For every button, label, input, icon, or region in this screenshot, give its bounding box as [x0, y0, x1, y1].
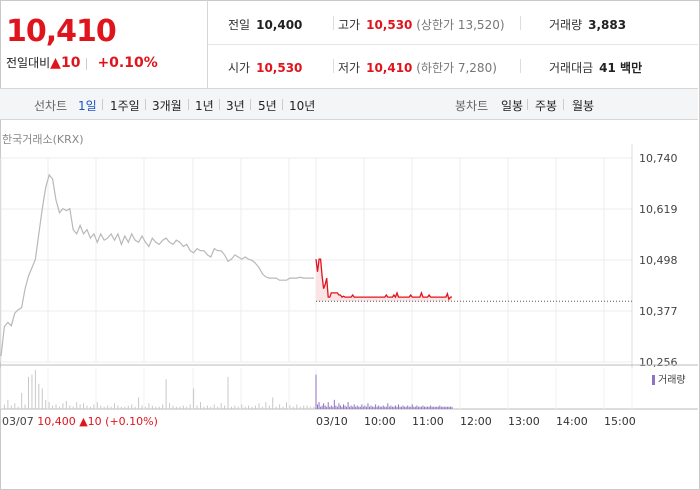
tab-1year[interactable]: 1년	[195, 99, 214, 113]
y-tick-label: 10,498	[639, 254, 678, 267]
change-percent: +0.10%	[97, 55, 158, 71]
divider	[145, 99, 146, 110]
y-tick-label: 10,619	[639, 203, 678, 216]
prev-day-summary: 03/07 10,400 ▲10 (+0.10%)	[2, 415, 158, 428]
divider	[188, 99, 189, 110]
x-tick-label: 15:00	[604, 415, 636, 428]
change-label: 전일대비	[6, 56, 51, 70]
x-tick-label: 03/10	[316, 415, 348, 428]
divider	[250, 99, 251, 110]
x-tick-label: 12:00	[460, 415, 492, 428]
tab-weekly-candle[interactable]: 주봉	[535, 99, 558, 113]
volume-legend: 거래량	[652, 371, 686, 386]
divider	[219, 99, 220, 110]
y-tick-label: 10,256	[639, 356, 678, 369]
y-tick-label: 10,740	[639, 152, 678, 165]
prev-day-price-line	[0, 173, 314, 357]
x-tick-label: 13:00	[508, 415, 540, 428]
x-tick-label: 10:00	[364, 415, 396, 428]
summary-percent: (+0.10%)	[105, 415, 158, 428]
volume-stat: 거래량 3,883	[549, 18, 627, 32]
today-price-line	[315, 258, 452, 301]
tab-1day[interactable]: 1일	[78, 99, 97, 113]
up-arrow-icon: ▲	[50, 55, 61, 71]
price-box: 10,410 전일대비▲10 +0.10%	[0, 0, 208, 88]
summary-change: 10	[87, 415, 102, 428]
x-tick-label: 11:00	[412, 415, 444, 428]
divider	[520, 59, 521, 73]
up-arrow-icon: ▲	[79, 415, 88, 428]
tab-3year[interactable]: 3년	[226, 99, 245, 113]
summary-date: 03/07	[2, 415, 34, 428]
divider	[333, 59, 334, 73]
row-divider	[208, 44, 698, 45]
candle-chart-label: 봉차트	[455, 99, 489, 113]
divider	[86, 57, 88, 70]
low-price: 저가 10,410 (하한가 7,280)	[338, 61, 497, 75]
high-price: 고가 10,530 (상한가 13,520)	[338, 18, 505, 32]
line-chart-label: 선차트	[34, 99, 68, 113]
tab-daily-candle[interactable]: 일봉	[501, 99, 524, 113]
tab-monthly-candle[interactable]: 월봉	[572, 99, 595, 113]
trade-amount: 거래대금 41 백만	[549, 61, 643, 75]
today-fill-area	[316, 259, 452, 302]
current-price: 10,410	[6, 14, 117, 49]
divider	[102, 99, 103, 110]
quote-panel: 10,410 전일대비▲10 +0.10% 전일 10,400 고가 10,530 (…	[0, 0, 698, 89]
summary-close: 10,400	[37, 415, 76, 428]
divider	[563, 99, 564, 110]
tab-1week[interactable]: 1주일	[110, 99, 140, 113]
tab-10year[interactable]: 10년	[289, 99, 316, 113]
open-price: 시가 10,530	[228, 61, 303, 75]
prev-close: 전일 10,400	[228, 18, 303, 32]
divider	[282, 99, 283, 110]
tab-3month[interactable]: 3개월	[152, 99, 182, 113]
change-row: 전일대비▲10 +0.10%	[6, 54, 158, 71]
tab-5year[interactable]: 5년	[258, 99, 277, 113]
divider	[333, 16, 334, 30]
change-value: 10	[60, 55, 81, 71]
divider	[527, 99, 528, 110]
period-tabs: 선차트 1일 1주일 3개월 1년 3년 5년 10년 봉차트 일봉 주봉 월봉	[0, 89, 698, 120]
volume-swatch	[652, 375, 655, 385]
exchange-label: 한국거래소(KRX)	[2, 133, 84, 146]
x-tick-label: 14:00	[556, 415, 588, 428]
y-tick-label: 10,377	[639, 305, 678, 318]
divider	[520, 16, 521, 30]
